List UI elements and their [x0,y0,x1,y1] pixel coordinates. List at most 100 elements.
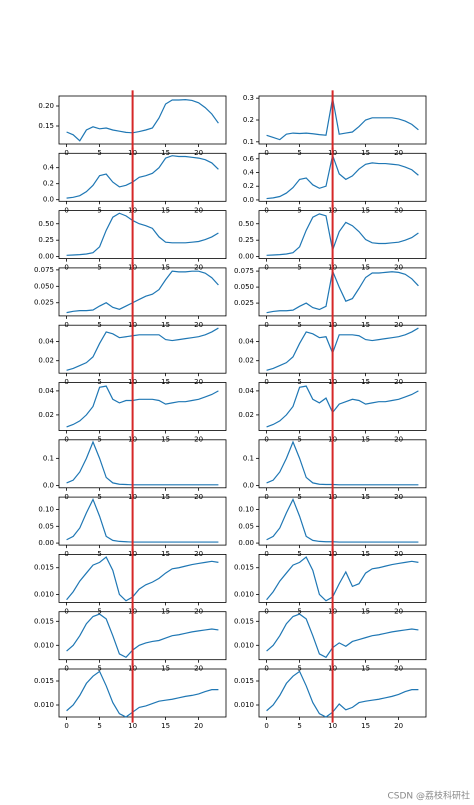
axes-frame [58,439,227,489]
data-line [266,327,419,371]
y-tick-label: 0.00 [238,539,254,547]
data-line [266,440,419,486]
y-tick-label: 0.20 [38,102,54,110]
data-line [266,153,419,200]
axes-frame [58,382,227,431]
y-tick-label: 0.1 [243,138,254,146]
y-tick-label: 0.015 [234,677,254,685]
axes-frame [258,210,427,260]
y-tick-label: 0.1 [43,454,54,462]
y-tick-label: 0.010 [34,590,54,598]
axes-frame [258,382,427,431]
axes-frame [58,95,227,145]
y-tick-label: 0.04 [238,387,254,395]
y-tick-label: 0.00 [238,253,254,261]
y-tick-label: 0.04 [38,338,54,346]
y-tick-label: 0.6 [243,155,255,163]
data-line [66,270,219,314]
y-tick-label: 0.15 [38,122,54,130]
y-tick-label: 0.02 [238,357,254,365]
x-tick-label: 10 [128,722,137,730]
data-line [266,213,419,256]
data-line [66,98,219,142]
y-tick-label: 0.05 [238,522,254,530]
axes-frame [58,668,227,718]
watermark: CSDN @荔枝科研社 [387,790,470,802]
y-tick-label: 0.04 [38,387,54,395]
data-line [266,613,419,659]
axes-frame [258,439,427,489]
x-tick-label: 0 [64,722,68,730]
x-tick-label: 5 [297,722,301,730]
axes-frame [258,152,427,202]
data-line [66,497,219,543]
y-tick-label: 0.0 [243,196,254,204]
y-tick-label: 0.2 [43,180,54,188]
y-tick-label: 0.075 [34,266,54,274]
y-tick-label: 0.3 [243,94,254,102]
axes-frame [58,324,227,374]
y-tick-label: 0.2 [243,116,254,124]
y-tick-label: 0.02 [238,411,254,419]
axes-frame [258,611,427,661]
y-tick-label: 0.050 [234,283,254,291]
axes-frame [58,210,227,260]
y-tick-label: 0.50 [238,220,254,228]
y-tick-label: 0.0 [243,482,254,490]
y-tick-label: 0.2 [243,182,254,190]
axes-frame [58,496,227,546]
axes-frame [58,152,227,202]
y-tick-label: 0.010 [234,590,254,598]
y-tick-label: 0.025 [234,299,254,307]
y-tick-label: 0.4 [43,164,55,172]
y-tick-label: 0.010 [34,641,54,649]
y-tick-label: 0.015 [34,677,54,685]
axes-frame [258,554,427,603]
data-line [66,327,219,371]
y-tick-label: 0.02 [38,411,54,419]
y-tick-label: 0.0 [43,482,54,490]
x-tick-label: 0 [264,722,268,730]
y-tick-label: 0.025 [34,299,54,307]
y-tick-label: 0.1 [243,454,254,462]
data-line [266,98,419,141]
x-tick-label: 10 [328,722,337,730]
y-tick-label: 0.50 [38,220,54,228]
y-tick-label: 0.050 [34,282,54,290]
y-tick-label: 0.25 [38,236,54,244]
data-line [66,155,219,199]
axes-frame [258,267,427,317]
y-tick-label: 0.075 [234,267,254,275]
x-tick-label: 5 [97,722,101,730]
y-tick-label: 0.015 [234,564,254,572]
y-tick-label: 0.10 [238,506,254,514]
y-tick-label: 0.10 [38,506,54,514]
y-tick-label: 0.04 [238,338,254,346]
y-tick-label: 0.010 [34,701,54,709]
data-line [266,556,419,602]
y-tick-label: 0.00 [38,253,54,261]
x-tick-label: 20 [194,722,203,730]
y-tick-label: 0.00 [38,539,54,547]
axes-frame [58,554,227,603]
x-tick-label: 15 [161,722,170,730]
y-tick-label: 0.0 [43,196,54,204]
y-tick-label: 0.4 [243,169,255,177]
data-line [66,670,219,718]
data-line [266,497,419,543]
y-tick-label: 0.05 [38,522,54,530]
y-tick-label: 0.015 [234,617,254,625]
y-tick-label: 0.015 [34,564,54,572]
data-line [266,670,419,718]
y-tick-label: 0.25 [238,236,254,244]
data-line [266,269,419,314]
axes-frame [258,324,427,374]
data-line [66,556,219,602]
axes-frame [258,668,427,718]
y-tick-label: 0.010 [234,701,254,709]
axes-frame [258,496,427,546]
data-line [66,385,219,428]
data-line [66,212,219,256]
